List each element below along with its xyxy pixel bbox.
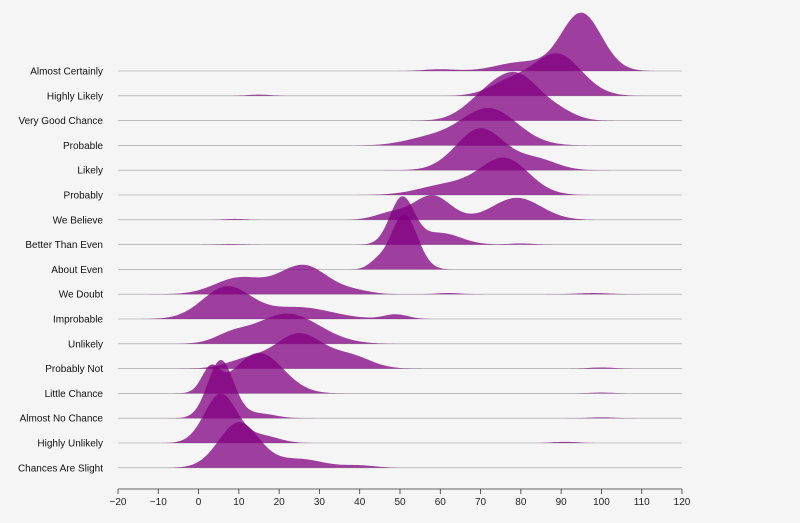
- ridge-area: [118, 359, 682, 419]
- x-axis: −20 −10 0 10 20 30 40 50 60 70 80 90 100 110 120: [110, 488, 691, 508]
- ridge-area: [118, 352, 682, 394]
- ridge-area: [118, 71, 682, 121]
- row-label: Very Good Chance: [19, 116, 104, 127]
- ridge-area: [118, 286, 682, 319]
- ridge-area: [118, 157, 682, 195]
- ridge-area: [118, 128, 682, 171]
- ridge-area: [118, 264, 682, 295]
- row-label: Better Than Even: [25, 240, 103, 251]
- ridge-area: [118, 333, 682, 369]
- x-tick-label: −10: [150, 497, 167, 508]
- row-label: Unlikely: [68, 339, 103, 350]
- ridge-area: [118, 393, 682, 443]
- row-label: We Believe: [53, 215, 104, 226]
- row-label: Improbable: [53, 315, 103, 326]
- x-tick-label: 90: [556, 497, 568, 508]
- ridge-area: [118, 12, 682, 72]
- x-tick-label: 30: [314, 497, 326, 508]
- x-tick-label: 0: [196, 497, 202, 508]
- row-label: Chances Are Slight: [18, 463, 103, 474]
- x-tick-label: −20: [110, 497, 127, 508]
- row-label: Almost No Chance: [20, 414, 104, 425]
- ridge-area: [118, 53, 682, 96]
- row-label: Highly Likely: [47, 91, 103, 102]
- x-tick-label: 50: [394, 497, 406, 508]
- row-label: Probably Not: [45, 364, 103, 375]
- x-tick-label: 110: [634, 497, 650, 508]
- ridge-area: [118, 195, 682, 220]
- x-tick-label: 10: [233, 497, 245, 508]
- x-tick-label: 60: [435, 497, 447, 508]
- x-tick-label: 100: [593, 497, 610, 508]
- row-label: Little Chance: [45, 389, 104, 400]
- ridge-area: [118, 313, 682, 344]
- x-tick-label: 70: [475, 497, 487, 508]
- row-label: Highly Unlikely: [37, 439, 103, 450]
- ridge-area: [118, 214, 682, 270]
- x-tick-label: 40: [354, 497, 366, 508]
- row-labels: Almost Certainly Highly Likely Very Good C…: [18, 67, 103, 475]
- ridge-area: [118, 422, 682, 468]
- row-label: About Even: [51, 265, 103, 276]
- row-label: Almost Certainly: [30, 67, 103, 78]
- x-tick-label: 20: [274, 497, 286, 508]
- x-tick-label: 120: [674, 497, 691, 508]
- row-label: Probably: [64, 191, 103, 202]
- row-label: Probable: [63, 141, 103, 152]
- x-tick-label: 80: [515, 497, 527, 508]
- row-label: Likely: [77, 166, 103, 177]
- ridge-area: [118, 107, 682, 146]
- ridges-layer: [118, 12, 682, 469]
- row-label: We Doubt: [59, 290, 104, 301]
